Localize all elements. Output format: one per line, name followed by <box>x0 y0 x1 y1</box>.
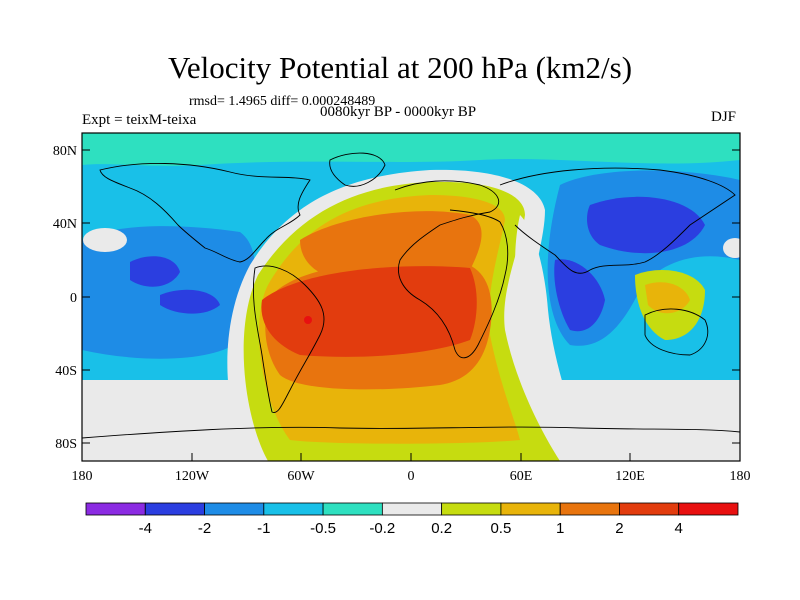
x-tick-label: 120W <box>175 469 210 484</box>
colorbar-label: 0.5 <box>490 520 511 537</box>
colorbar-label: -2 <box>198 520 211 537</box>
map-title: Velocity Potential at 200 hPa (km2/s) <box>167 50 633 85</box>
x-tick-label: 0 <box>408 469 415 484</box>
x-tick-label: 180 <box>730 469 751 484</box>
field-east-neutral <box>723 238 740 258</box>
colorbar-label: 4 <box>675 520 683 537</box>
colorbar-swatch <box>500 502 561 516</box>
field-atlantic-pos4 <box>261 266 477 357</box>
y-tick-label: 40N <box>53 217 77 232</box>
colorbar-swatch <box>204 502 265 516</box>
colorbar-swatch <box>263 502 324 516</box>
colorbar-label: -1 <box>257 520 270 537</box>
coastlines <box>82 152 740 439</box>
field-indian-neutral <box>515 215 590 461</box>
colorbar-label: 1 <box>556 520 564 537</box>
colorbar-label: 2 <box>615 520 623 537</box>
colorbar-label: 0.2 <box>431 520 452 537</box>
colorbar-swatch <box>381 502 443 516</box>
stats-line: rmsd= 1.4965 diff= 0.000248489 <box>189 94 376 109</box>
y-tick-label: 40S <box>55 364 77 379</box>
x-tick-label: 60E <box>510 469 533 484</box>
colorbar-swatch <box>619 502 680 516</box>
period-label: 0080kyr BP - 0000kyr BP <box>320 104 477 120</box>
colorbar-label: -4 <box>139 520 152 537</box>
x-axis: 180 120W 60W 0 60E 120E 180 <box>72 453 751 484</box>
y-tick-label: 80S <box>55 437 77 452</box>
field-pacific-neg-core2 <box>160 289 220 314</box>
field-polar <box>82 133 740 166</box>
experiment-label: Expt = teixM-teixa <box>82 112 197 128</box>
colorbar-swatch <box>441 502 502 516</box>
contour-fill <box>82 133 740 461</box>
field-indian-neg-core <box>554 259 605 332</box>
colorbar-swatch <box>559 502 620 516</box>
field-maritime-pos-core <box>645 282 690 314</box>
field-max <box>304 316 312 324</box>
colorbar-label: -0.2 <box>369 520 395 537</box>
x-tick-label: 120E <box>615 469 645 484</box>
field-west-neutral <box>83 228 127 252</box>
colorbar-swatch <box>144 502 205 516</box>
x-tick-label: 180 <box>72 469 93 484</box>
colorbar-label: -0.5 <box>310 520 336 537</box>
colorbar-swatch <box>322 502 383 516</box>
y-tick-label: 0 <box>70 291 77 306</box>
field-pacific-neg-core <box>130 256 180 287</box>
colorbar: -4 -2 -1 -0.5 -0.2 0.2 0.5 1 2 4 <box>85 502 739 537</box>
y-tick-label: 80N <box>53 144 77 159</box>
x-tick-label: 60W <box>287 469 315 484</box>
season-label: DJF <box>711 109 737 125</box>
colorbar-swatch <box>85 502 146 516</box>
colorbar-swatch <box>678 502 739 516</box>
y-axis: 80N 40N 0 40S 80S <box>53 144 740 452</box>
